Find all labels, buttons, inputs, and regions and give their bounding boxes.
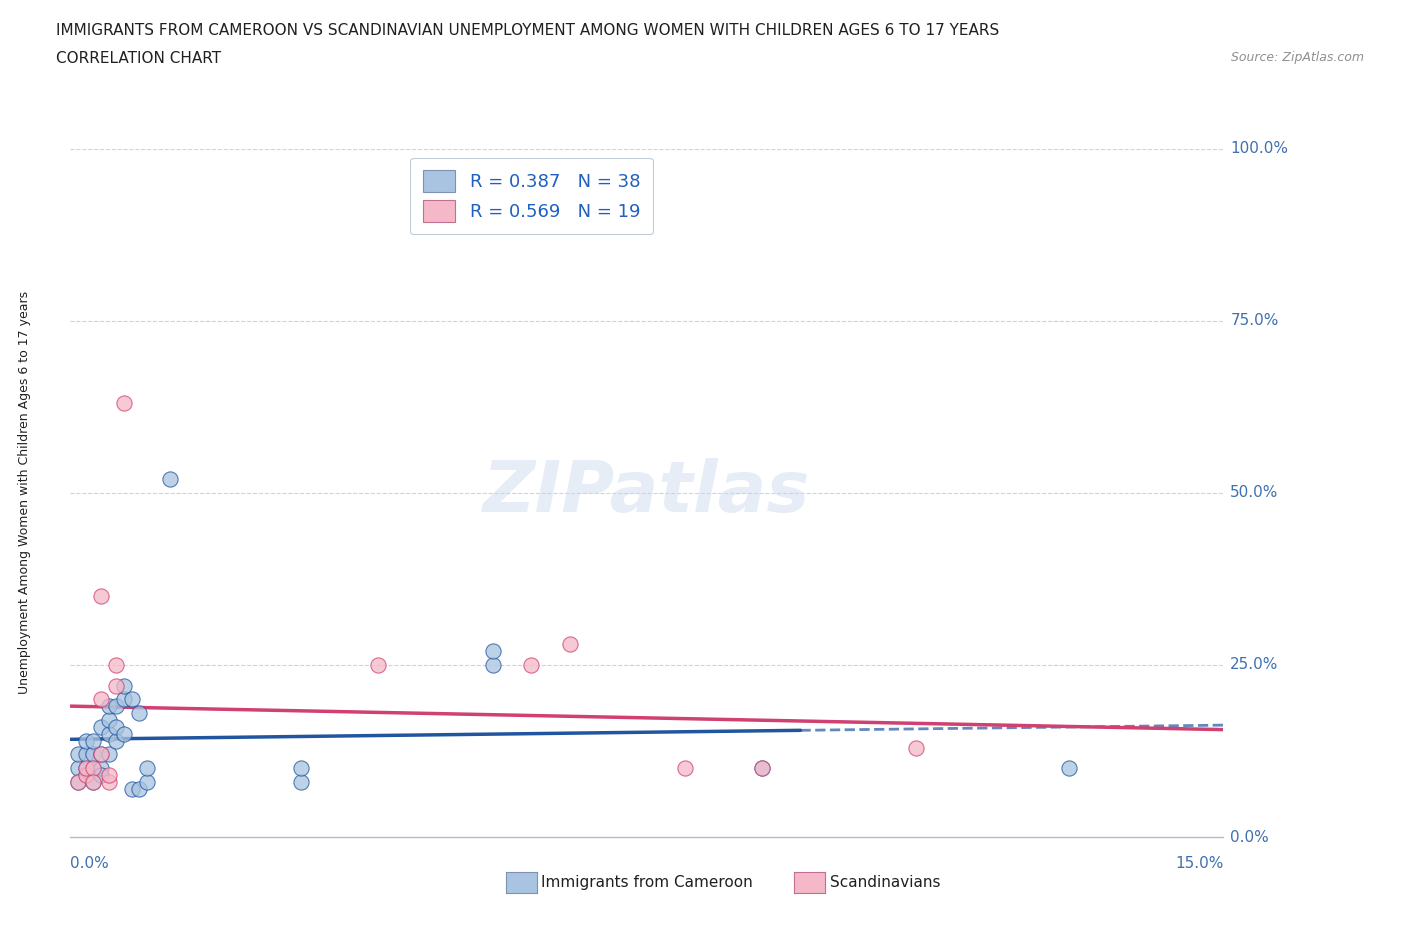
Text: ZIPatlas: ZIPatlas	[484, 458, 810, 527]
Text: CORRELATION CHART: CORRELATION CHART	[56, 51, 221, 66]
Point	[82, 775, 104, 790]
Point	[75, 733, 97, 748]
Point	[75, 747, 97, 762]
Point	[673, 761, 696, 776]
Text: 75.0%: 75.0%	[1230, 313, 1278, 328]
Point	[367, 658, 389, 672]
Point	[66, 747, 89, 762]
Point	[112, 692, 135, 707]
Point	[75, 761, 97, 776]
Point	[97, 698, 120, 713]
Text: Source: ZipAtlas.com: Source: ZipAtlas.com	[1230, 51, 1364, 64]
Legend: R = 0.387   N = 38, R = 0.569   N = 19: R = 0.387 N = 38, R = 0.569 N = 19	[411, 158, 652, 234]
Point	[520, 658, 543, 672]
Point	[136, 775, 159, 790]
Text: 15.0%: 15.0%	[1175, 856, 1223, 870]
Point	[159, 472, 181, 486]
Point	[105, 698, 128, 713]
Point	[105, 733, 128, 748]
Point	[66, 775, 89, 790]
Point	[112, 678, 135, 693]
Point	[904, 740, 927, 755]
Point	[136, 761, 159, 776]
Point	[90, 589, 112, 604]
Point	[82, 733, 104, 748]
Point	[290, 761, 312, 776]
Point	[97, 747, 120, 762]
Point	[75, 761, 97, 776]
Point	[82, 761, 104, 776]
Point	[128, 781, 150, 796]
Point	[66, 761, 89, 776]
Point	[97, 726, 120, 741]
Text: 0.0%: 0.0%	[70, 856, 110, 870]
Point	[90, 720, 112, 735]
Point	[97, 712, 120, 727]
Point	[751, 761, 773, 776]
Point	[90, 747, 112, 762]
Text: Immigrants from Cameroon: Immigrants from Cameroon	[541, 875, 754, 890]
Point	[290, 775, 312, 790]
Point	[82, 747, 104, 762]
Point	[105, 720, 128, 735]
Point	[558, 637, 581, 652]
Text: 100.0%: 100.0%	[1230, 141, 1288, 156]
Text: Scandinavians: Scandinavians	[830, 875, 941, 890]
Point	[97, 767, 120, 782]
Text: Unemployment Among Women with Children Ages 6 to 17 years: Unemployment Among Women with Children A…	[18, 291, 31, 695]
Text: 25.0%: 25.0%	[1230, 658, 1278, 672]
Point	[1059, 761, 1081, 776]
Point	[121, 692, 143, 707]
Point	[121, 781, 143, 796]
Point	[66, 775, 89, 790]
Point	[128, 706, 150, 721]
Point	[82, 761, 104, 776]
Point	[482, 658, 505, 672]
Point	[90, 692, 112, 707]
Point	[105, 658, 128, 672]
Point	[112, 396, 135, 411]
Text: 50.0%: 50.0%	[1230, 485, 1278, 500]
Point	[75, 767, 97, 782]
Point	[112, 726, 135, 741]
Point	[82, 775, 104, 790]
Text: IMMIGRANTS FROM CAMEROON VS SCANDINAVIAN UNEMPLOYMENT AMONG WOMEN WITH CHILDREN : IMMIGRANTS FROM CAMEROON VS SCANDINAVIAN…	[56, 23, 1000, 38]
Point	[751, 761, 773, 776]
Point	[90, 761, 112, 776]
Point	[482, 644, 505, 658]
Point	[105, 678, 128, 693]
Point	[90, 747, 112, 762]
Point	[97, 775, 120, 790]
Text: 0.0%: 0.0%	[1230, 830, 1270, 844]
Point	[90, 767, 112, 782]
Point	[75, 767, 97, 782]
